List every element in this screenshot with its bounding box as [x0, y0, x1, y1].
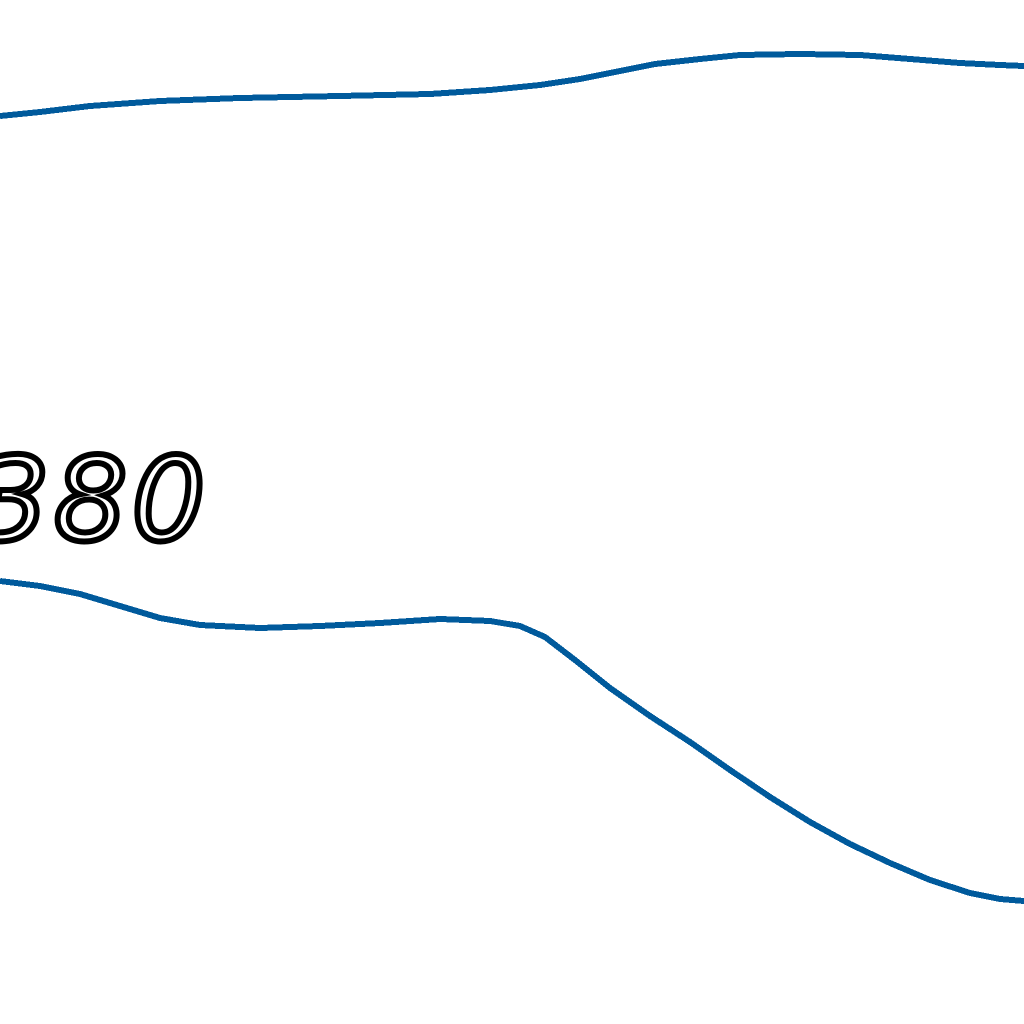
- contour-elevation-label: 380: [0, 433, 209, 568]
- upper-contour-line: [0, 51, 1024, 119]
- lower-contour-line: [0, 578, 1024, 904]
